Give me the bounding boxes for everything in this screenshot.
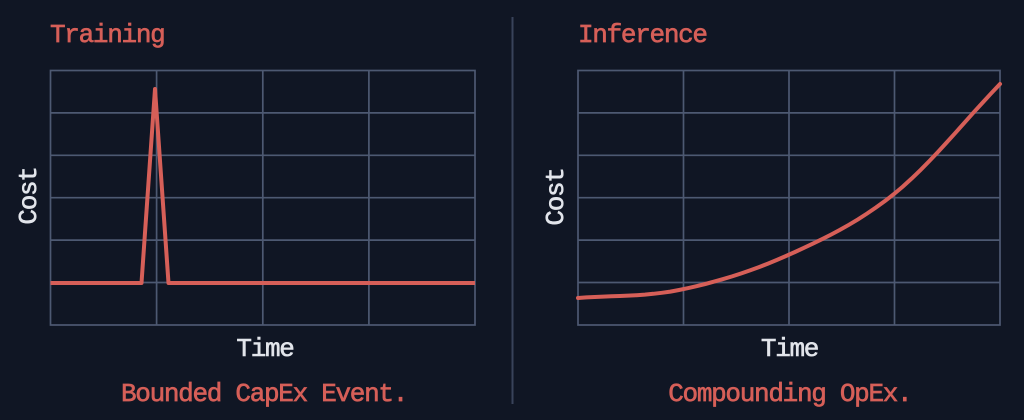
svg-text:Time: Time — [236, 334, 293, 364]
svg-text:Training: Training — [50, 20, 164, 50]
svg-text:Cost: Cost — [541, 168, 571, 225]
svg-text:Inference: Inference — [578, 20, 707, 50]
svg-text:Compounding OpEx.: Compounding OpEx. — [668, 379, 911, 409]
svg-text:Cost: Cost — [14, 167, 44, 224]
svg-text:Bounded CapEx Event.: Bounded CapEx Event. — [121, 379, 407, 409]
svg-text:Time: Time — [761, 334, 818, 364]
